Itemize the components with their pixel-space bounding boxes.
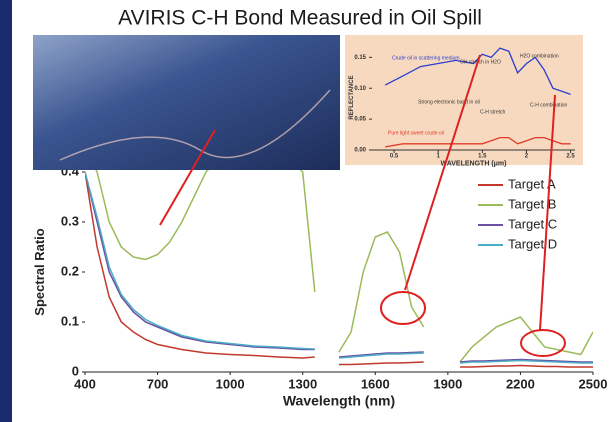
aerial-photo [33,35,340,170]
annotation: H2O combination [520,53,559,59]
annotation: OH stretch in H2O [460,59,501,65]
arrow [159,129,216,226]
lines [384,47,571,148]
y-tick-label: 0 [72,363,79,378]
y-tick-label: 0.2 [61,263,79,278]
x-tick-label: 1600 [361,376,390,391]
x-tick-label: 700 [147,376,169,391]
x-tick-label: 0.5 [390,154,399,160]
y-tick-label: 0.00 [354,148,366,154]
annotation: Strong electronic band in oil [418,99,480,105]
photo-detail [59,89,331,161]
chart-title: AVIRIS C-H Bond Measured in Oil Spill [118,7,482,30]
x-tick-label: 2500 [579,376,608,391]
y-tick-label: 0.15 [354,55,366,61]
x-tick-label: 2200 [506,376,535,391]
legend-label: Target A [508,176,556,191]
series-line [85,171,593,364]
legend-label: Target C [508,216,557,231]
x-tick-label: 1900 [433,376,462,391]
y-tick-label: 0.1 [61,313,79,328]
series-line [384,47,571,96]
y-axis-label: REFLECTANCE [349,75,355,119]
x-tick-label: 1.5 [478,154,487,160]
legend-label: Target D [508,236,557,251]
x-tick-label: 2 [525,154,529,160]
series-line [85,171,593,363]
y-tick-label: 0.3 [61,213,79,228]
lines [85,150,593,368]
series-line [385,136,571,148]
series-line [85,150,593,363]
highlight-circle [520,329,566,357]
x-axis-label: WAVELENGTH (μm) [441,161,507,168]
y-axis-label: Spectral Ratio [32,228,47,315]
annotation: Pure light sweet crude oil [388,130,444,136]
legend-label: Target B [508,196,556,211]
y-tick-label: 0.05 [354,117,366,123]
annotation: C-H combination [530,102,567,108]
arrow [404,54,481,291]
x-tick-label: 1000 [216,376,245,391]
x-tick-label: 1 [437,154,441,160]
y-tick-label: 0.10 [354,86,366,92]
arrow [539,94,556,331]
annotation: C-H stretch [480,109,506,115]
x-tick-label: 2.5 [566,154,575,160]
x-axis-label: Wavelength (nm) [283,393,395,409]
x-tick-label: 400 [74,376,96,391]
annotation: Crude oil in scattering medium [392,55,460,61]
series-line [85,171,593,368]
highlight-circle [380,291,426,325]
x-tick-label: 1300 [288,376,317,391]
